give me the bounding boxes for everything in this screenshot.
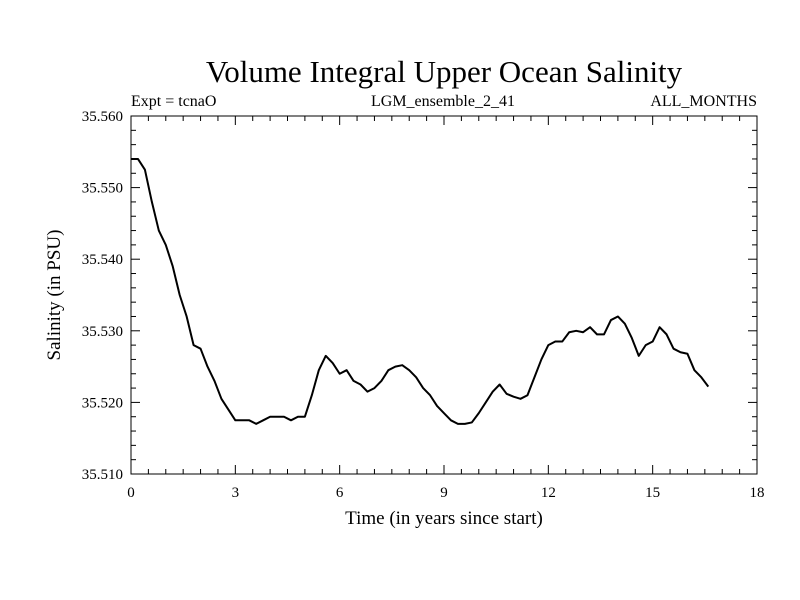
x-tick-label: 12 bbox=[541, 485, 556, 501]
plot-area-frame bbox=[130, 115, 758, 475]
y-tick-label: 35.530 bbox=[82, 324, 123, 340]
axis-ticks bbox=[130, 115, 758, 475]
chart-title: Volume Integral Upper Ocean Salinity bbox=[206, 54, 683, 89]
x-tick-label: 18 bbox=[750, 485, 765, 501]
x-tick-label: 15 bbox=[645, 485, 660, 501]
y-tick-label: 35.540 bbox=[82, 252, 123, 268]
y-tick-label: 35.560 bbox=[82, 109, 123, 125]
y-tick-label: 35.520 bbox=[82, 395, 123, 411]
subtitle-months: ALL_MONTHS bbox=[650, 93, 757, 110]
axis-tick-labels: 0 3 6 9 12 15 18 35.510 35.520 35.530 35.540 35.550… bbox=[82, 109, 765, 501]
subtitle-ensemble: LGM_ensemble_2_41 bbox=[371, 93, 515, 110]
x-axis-label: Time (in years since start) bbox=[345, 508, 543, 529]
x-tick-label: 0 bbox=[127, 485, 135, 501]
salinity-series-line bbox=[131, 157, 710, 425]
y-axis-label: Salinity (in PSU) bbox=[44, 230, 65, 361]
x-tick-label: 9 bbox=[440, 485, 448, 501]
subtitle-experiment: Expt = tcnaO bbox=[131, 93, 216, 110]
y-tick-label: 35.550 bbox=[82, 181, 123, 197]
y-tick-label: 35.510 bbox=[82, 467, 123, 483]
x-tick-label: 3 bbox=[232, 485, 240, 501]
x-tick-label: 6 bbox=[336, 485, 344, 501]
